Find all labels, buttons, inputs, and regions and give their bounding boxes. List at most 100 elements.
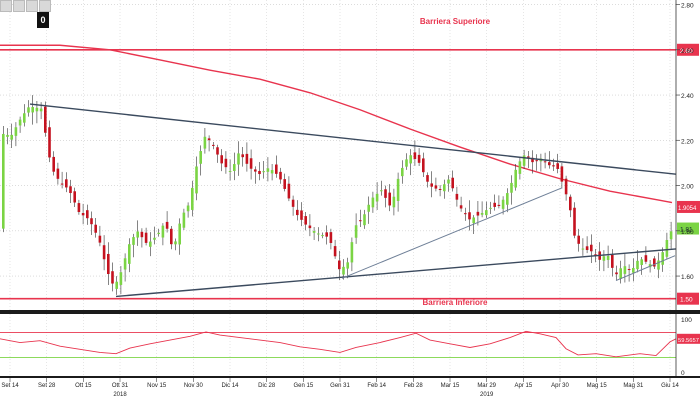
y-tick-label: 2.00 [681,184,694,191]
x-tick-label: Nov 30 [184,383,204,389]
candle [18,116,22,133]
candle [577,228,580,252]
candle [443,179,446,199]
candle-body [94,224,97,233]
candle-body [388,192,391,206]
x-tick-label: Gen 15 [293,383,313,389]
candle-body [325,232,328,237]
x-tick-label: Mar 29 [477,383,496,389]
candle [485,201,488,219]
candle [585,236,589,254]
candle-body [186,205,190,212]
candle-body [77,203,81,213]
zoom-tool-button[interactable] [13,0,25,12]
candle [6,128,9,145]
candle-body [644,255,648,262]
candle [220,149,223,172]
candle-body [569,196,572,211]
candle [476,200,480,226]
candle-body [350,242,354,263]
candle-body [430,183,433,187]
candle [119,265,123,295]
x-year-label: 2019 [480,392,494,398]
candle-body [81,213,85,216]
candle-body [506,193,509,205]
candle-body [31,107,34,113]
candle [636,250,639,273]
candle-body [338,260,341,270]
candle [480,201,484,218]
candle-body [543,161,547,163]
candle [291,195,295,216]
settings-tool-button[interactable] [39,0,51,12]
panel-separator [0,310,700,314]
candle-body [354,225,358,238]
candle [359,209,362,227]
candle [434,177,438,192]
candle-body [619,268,622,279]
candle [65,172,68,193]
candle [447,175,450,192]
candle [619,260,622,284]
candle [300,202,303,227]
candle [363,209,366,229]
pan-tool-button[interactable] [0,0,12,12]
candle [266,157,270,182]
candle-body [241,154,244,158]
candle [669,221,673,249]
candle [380,180,383,196]
candle [149,232,152,257]
candle-body [396,178,400,201]
candle-body [653,258,656,267]
candle [350,237,354,272]
candle-body [459,205,463,209]
candle-body [451,177,454,189]
candle-body [60,183,64,185]
candle-body [510,182,513,193]
draw-tool-button[interactable] [26,0,38,12]
candle-body [409,155,412,164]
candle [157,228,160,237]
candle [392,188,396,216]
candle-body [464,213,467,215]
candle [321,232,324,239]
candle [388,184,391,212]
candle-body [577,235,580,244]
candle-body [224,158,228,168]
candle [426,172,429,188]
candle-body [669,231,673,240]
candle-body [392,196,396,208]
candle [661,247,664,272]
candle-body [522,155,526,166]
x-tick-label: Dic 14 [221,383,239,389]
y-tick-label: 2.60 [681,48,694,55]
candle [590,234,593,264]
candle-body [123,258,127,270]
candle [606,245,610,269]
candle [199,145,202,176]
candle-body [216,147,219,155]
candle [228,159,232,181]
candle [140,228,144,248]
candle-body [182,212,186,228]
candle [136,220,139,246]
candle-body [661,252,664,265]
candle [627,264,631,282]
candle-body [476,211,480,216]
candle-body [90,218,93,225]
candle-body [497,204,501,206]
candle-body [296,209,299,216]
candle-body [514,169,517,188]
candle-body [552,165,555,167]
candle-body [35,107,39,112]
candle-body [170,228,173,245]
candle [279,167,282,184]
candle [207,135,211,152]
candle [275,155,278,178]
candle-body [401,167,404,177]
candle [317,227,320,242]
candle-body [434,185,438,189]
candle [128,238,131,273]
candle [115,276,118,295]
